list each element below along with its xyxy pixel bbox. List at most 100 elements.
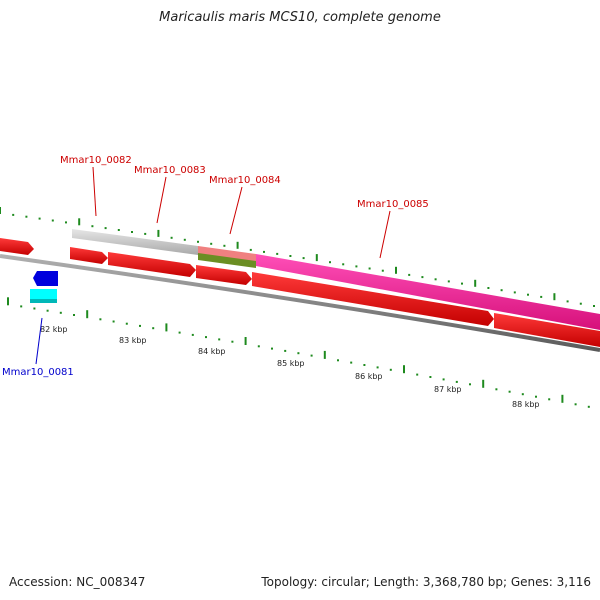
major-tick [482,379,485,388]
major-tick [0,207,1,214]
minor-tick [276,252,279,255]
major-tick [323,350,326,359]
minor-tick [131,231,133,233]
minor-tick [376,366,379,369]
minor-tick [381,269,384,272]
major-tick [315,254,318,262]
minor-tick [408,273,411,276]
minor-tick [210,242,213,245]
gene-callout-0083[interactable]: Mmar10_0083 [134,165,206,224]
genome-title: Maricaulis maris MCS10, complete genome [159,10,441,25]
major-tick [395,266,397,274]
minor-tick [416,373,419,376]
minor-tick [302,257,305,260]
cds-arrow-0082 [70,247,108,264]
minor-tick [548,398,551,401]
minor-tick [59,311,62,314]
minor-tick [587,405,590,408]
minor-tick [20,305,23,308]
minor-tick [91,225,94,228]
minor-tick [223,244,226,247]
cyan-feature-shadow [30,299,57,303]
minor-tick [434,278,437,281]
gene-label-0085: Mmar10_0085 [357,199,429,210]
minor-tick [197,240,199,243]
upper-tick-track [0,207,595,307]
major-tick [403,365,405,374]
gene-label-0081: Mmar10_0081 [2,367,74,378]
gene-callout-0084[interactable]: Mmar10_0084 [209,175,281,235]
minor-tick [469,383,471,386]
cds-arrow-0084 [196,265,252,285]
major-tick [7,297,9,306]
minor-tick [350,361,353,364]
minor-tick [73,314,75,316]
minor-tick [495,388,498,391]
minor-tick [421,276,424,279]
minor-tick [540,295,543,298]
minor-tick [579,302,582,305]
minor-tick [271,347,273,350]
minor-tick [574,403,577,406]
cds-arrow-0086 [494,313,600,347]
minor-tick [535,395,537,398]
callout-line-0082 [92,166,97,217]
minor-tick [99,318,102,321]
major-tick [157,229,160,237]
minor-tick [500,289,503,292]
callout-line-0084 [229,186,243,235]
minor-tick [284,349,287,352]
minor-tick [183,238,186,241]
minor-tick [329,261,331,264]
minor-tick [25,215,28,218]
minor-tick [144,232,147,235]
tick-label-85: 85 kbp [277,359,305,368]
callout-line-0081 [35,317,43,365]
gene-callout-0081[interactable]: Mmar10_0081 [2,317,74,378]
accession-text: Accession: NC_008347 [9,575,146,589]
gene-callout-0085[interactable]: Mmar10_0085 [357,199,429,259]
blue-feature-0081 [33,271,58,286]
minor-tick [337,359,339,362]
minor-tick [112,320,115,323]
minor-tick [310,354,313,357]
minor-tick [249,248,252,251]
minor-tick [429,376,432,378]
minor-tick [178,331,181,334]
major-tick [561,394,564,403]
gene-track-magenta [256,254,600,330]
minor-tick [447,280,450,283]
minor-tick [289,255,292,257]
minor-tick [139,324,141,327]
minor-tick [46,309,49,312]
callout-line-0085 [379,210,391,259]
gene-label-0083: Mmar10_0083 [134,165,206,176]
minor-tick [442,378,445,381]
minor-tick [152,327,155,330]
minor-tick [38,217,41,220]
cds-arrow-0083 [108,252,196,277]
genome-stats-text: Topology: circular; Length: 3,368,780 bp… [261,575,591,589]
minor-tick [513,291,516,294]
major-tick [244,337,247,345]
minor-tick [355,265,358,268]
minor-tick [508,390,511,393]
minor-tick [566,300,569,303]
tick-label-87: 87 kbp [434,385,462,394]
minor-tick [218,338,221,341]
tick-label-88: 88 kbp [512,400,540,409]
minor-tick [231,340,234,343]
major-tick [165,323,168,332]
gene-track-olive [198,253,256,268]
minor-tick [263,250,265,253]
minor-tick [257,345,260,348]
minor-tick [12,213,15,216]
minor-tick [117,229,120,231]
gene-callout-0082[interactable]: Mmar10_0082 [60,155,132,217]
minor-tick [33,307,36,310]
minor-tick [527,293,529,296]
minor-tick [389,368,392,371]
callout-line-0083 [156,176,167,224]
genome-backbone [0,254,600,352]
minor-tick [125,322,128,325]
